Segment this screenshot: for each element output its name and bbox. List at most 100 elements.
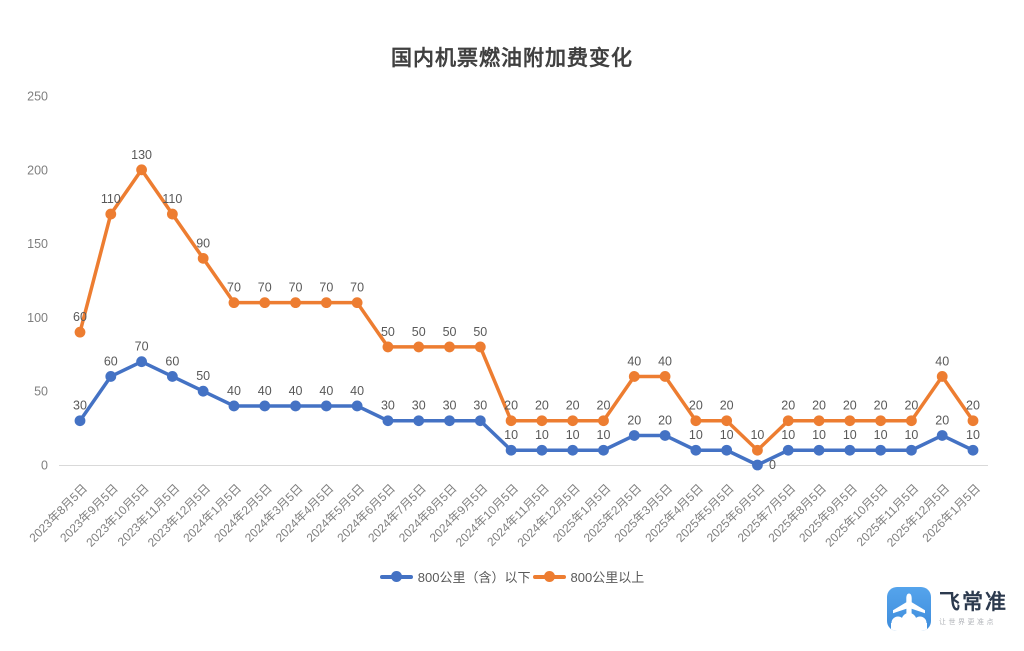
data-label: 20 bbox=[597, 399, 611, 413]
data-label: 10 bbox=[904, 428, 918, 442]
y-axis-tick-label: 250 bbox=[27, 90, 48, 104]
data-label: 40 bbox=[289, 384, 303, 398]
data-point bbox=[320, 400, 332, 412]
legend-label-under-800km: 800公里（含）以下 bbox=[417, 570, 531, 585]
variflight-plane-icon bbox=[887, 587, 931, 631]
data-point bbox=[228, 297, 240, 309]
data-label: 40 bbox=[258, 384, 272, 398]
data-label: 20 bbox=[935, 413, 949, 427]
data-point bbox=[659, 430, 671, 441]
data-point bbox=[752, 459, 763, 471]
data-point bbox=[536, 415, 548, 427]
data-label: 20 bbox=[904, 399, 918, 413]
data-point bbox=[505, 415, 517, 427]
data-label: 10 bbox=[535, 428, 549, 442]
data-label: 10 bbox=[843, 428, 857, 442]
data-point bbox=[259, 297, 271, 309]
data-point bbox=[967, 415, 979, 427]
data-label: 40 bbox=[627, 354, 641, 368]
data-point bbox=[413, 341, 425, 353]
data-point bbox=[382, 415, 394, 427]
y-axis-tick-label: 150 bbox=[27, 237, 48, 251]
data-point bbox=[628, 371, 640, 382]
data-label: 20 bbox=[781, 399, 795, 413]
data-label: 40 bbox=[319, 384, 333, 398]
data-point bbox=[721, 415, 733, 427]
data-point bbox=[413, 415, 425, 427]
data-point bbox=[320, 297, 332, 309]
data-label: 20 bbox=[535, 399, 549, 413]
y-axis-tick-label: 50 bbox=[34, 385, 48, 399]
data-label: 10 bbox=[597, 428, 611, 442]
data-label: 70 bbox=[289, 281, 303, 295]
data-label: 40 bbox=[935, 354, 949, 368]
data-label: 50 bbox=[412, 325, 426, 339]
data-point bbox=[752, 444, 763, 456]
data-label: 40 bbox=[658, 354, 672, 368]
data-point bbox=[197, 385, 209, 397]
data-label: 10 bbox=[720, 428, 734, 442]
series-line-0 bbox=[78, 359, 975, 467]
data-point bbox=[875, 415, 887, 427]
data-point bbox=[290, 297, 301, 309]
data-point bbox=[813, 444, 825, 456]
data-label: 70 bbox=[227, 281, 241, 295]
data-point bbox=[721, 444, 733, 456]
data-label: 50 bbox=[196, 369, 210, 383]
data-point bbox=[74, 326, 86, 338]
data-label: 20 bbox=[658, 413, 672, 427]
data-label: 10 bbox=[566, 428, 580, 442]
data-label: 50 bbox=[473, 325, 487, 339]
data-point bbox=[474, 415, 486, 427]
data-label: 20 bbox=[504, 399, 518, 413]
y-axis-tick-label: 100 bbox=[27, 311, 48, 325]
data-point bbox=[382, 341, 394, 353]
data-label: 20 bbox=[627, 413, 641, 427]
data-label: 10 bbox=[781, 428, 795, 442]
brand-name: 飞常准 bbox=[939, 590, 1008, 614]
data-label: 20 bbox=[720, 399, 734, 413]
chart-legend: 800公里（含）以下 800公里以上 bbox=[0, 567, 1024, 586]
data-label: 60 bbox=[73, 310, 87, 324]
data-point bbox=[813, 415, 825, 427]
data-label: 50 bbox=[443, 325, 457, 339]
data-label: 70 bbox=[319, 281, 333, 295]
data-point bbox=[567, 415, 579, 427]
data-point bbox=[567, 444, 579, 456]
data-label: 50 bbox=[381, 325, 395, 339]
data-point bbox=[351, 297, 363, 309]
data-point bbox=[844, 444, 856, 456]
data-point bbox=[936, 371, 948, 382]
data-point bbox=[166, 371, 178, 382]
data-point bbox=[875, 444, 887, 456]
data-point bbox=[197, 252, 209, 264]
data-label: 30 bbox=[473, 399, 487, 413]
data-label: 20 bbox=[812, 399, 826, 413]
data-label: 90 bbox=[196, 236, 210, 250]
data-point bbox=[782, 444, 794, 456]
data-point bbox=[936, 430, 948, 441]
data-label: 10 bbox=[504, 428, 518, 442]
data-label: 40 bbox=[227, 384, 241, 398]
data-label: 110 bbox=[162, 192, 182, 206]
data-label: 70 bbox=[135, 340, 149, 354]
data-point bbox=[105, 208, 117, 220]
data-label: 10 bbox=[812, 428, 826, 442]
data-point bbox=[536, 444, 548, 456]
data-point bbox=[474, 341, 486, 353]
data-label: 20 bbox=[689, 399, 703, 413]
data-label: 20 bbox=[874, 399, 888, 413]
data-point bbox=[444, 341, 455, 353]
data-point bbox=[782, 415, 794, 427]
data-label: 30 bbox=[381, 399, 395, 413]
data-label: 30 bbox=[73, 399, 87, 413]
data-label: 10 bbox=[689, 428, 703, 442]
data-label: 130 bbox=[131, 148, 152, 162]
data-point bbox=[228, 400, 240, 412]
y-axis-tick-label: 200 bbox=[27, 163, 48, 177]
data-label: 20 bbox=[843, 399, 857, 413]
data-point bbox=[906, 415, 917, 427]
legend-item-over-800km: 800公里以上 bbox=[532, 567, 644, 586]
